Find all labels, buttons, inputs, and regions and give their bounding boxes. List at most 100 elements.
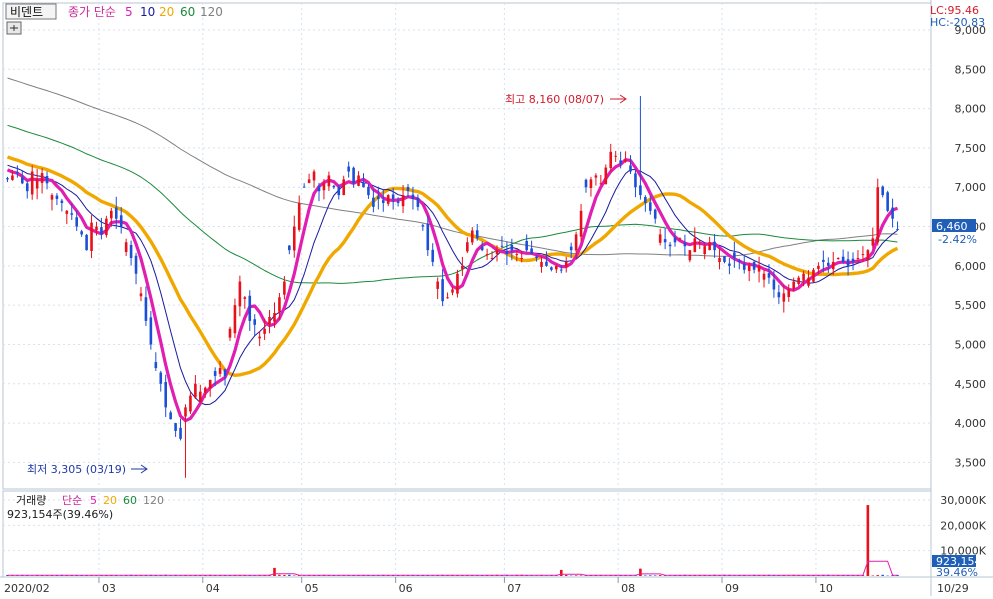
candle-body: [288, 246, 291, 251]
candle-body: [654, 210, 657, 219]
candle-body: [56, 196, 59, 199]
candle-body: [634, 173, 637, 187]
candle-body: [6, 178, 9, 179]
candle-body: [224, 369, 227, 376]
candle-body: [333, 186, 336, 187]
current-volume-tag: 923,154 39.46%: [932, 555, 982, 579]
candle-body: [412, 195, 415, 199]
candle-body: [105, 219, 108, 235]
volume-bar: [565, 575, 567, 576]
candle-body: [491, 258, 494, 259]
candle-body: [753, 262, 756, 270]
candle-body: [436, 282, 439, 289]
candle-body: [372, 198, 375, 207]
volume-bar: [649, 575, 651, 576]
volume-bar: [288, 575, 290, 576]
candle-body: [891, 208, 894, 219]
candle-body: [248, 296, 251, 321]
candle-body: [461, 266, 464, 269]
candle-body: [446, 297, 449, 298]
candle-body: [135, 256, 138, 274]
candle-body: [347, 167, 350, 172]
candle-body: [896, 229, 899, 230]
candle-body: [792, 282, 795, 289]
candle-body: [778, 292, 781, 297]
candle-body: [481, 247, 484, 250]
candle-body: [169, 412, 172, 419]
candle-body: [164, 382, 167, 407]
candle-body: [441, 279, 444, 301]
candle-body: [51, 195, 54, 199]
candle-body: [115, 207, 118, 218]
candle-body: [817, 266, 820, 269]
volume-spike-bar: [273, 568, 276, 576]
candle-body: [545, 262, 548, 266]
candle-body: [718, 258, 721, 262]
candle-body: [590, 179, 593, 188]
candle-body: [728, 264, 731, 266]
candle-body: [604, 168, 607, 185]
candle-body: [471, 230, 474, 242]
volume-spike-bar: [639, 569, 642, 576]
candle-body: [763, 274, 766, 280]
candle-body: [713, 242, 716, 250]
candle-body: [46, 176, 49, 183]
candle-body: [451, 289, 454, 292]
candle-body: [342, 179, 345, 195]
candle-body: [194, 384, 197, 398]
candle-body: [639, 185, 642, 195]
volume-bar: [278, 575, 280, 576]
candle-body: [258, 337, 261, 339]
volume-bar: [644, 575, 646, 576]
candle-body: [323, 183, 326, 190]
hc-indicator: HC:-20.83: [930, 16, 985, 29]
candle-body: [125, 242, 128, 252]
candle-body: [738, 261, 741, 262]
candle-body: [209, 380, 212, 389]
candle-body: [580, 211, 583, 237]
candle-body: [496, 250, 499, 254]
candle-body: [595, 175, 598, 177]
candle-body: [159, 373, 162, 384]
current-change: -2.42%: [938, 233, 977, 246]
candle-body: [283, 282, 286, 295]
candle-body: [402, 195, 405, 206]
current-volume-ratio: 39.46%: [936, 566, 978, 579]
candle-body: [397, 201, 400, 203]
price-ma-60: 60: [180, 5, 195, 19]
candle-body: [328, 175, 331, 186]
candle-body: [244, 297, 247, 299]
candle-body: [298, 203, 301, 230]
candle-body: [26, 183, 29, 191]
candle-body: [847, 259, 850, 266]
candle-body: [199, 392, 202, 402]
x-tick-label: 2020/02: [4, 582, 50, 595]
volume-ma-20: 20: [103, 494, 117, 507]
candle-body: [565, 262, 568, 267]
price-tick-label: 4,000: [955, 417, 987, 430]
candle-body: [684, 243, 687, 246]
candle-body: [689, 250, 692, 260]
candle-body: [669, 245, 672, 247]
candle-body: [649, 202, 652, 211]
candle-body: [782, 293, 785, 301]
price-tick-label: 5,000: [955, 338, 987, 351]
candle-body: [540, 262, 543, 267]
candle-body: [263, 329, 266, 334]
price-ma-20: 20: [159, 5, 174, 19]
candle-body: [362, 183, 365, 188]
candle-body: [748, 266, 751, 271]
price-tick-label: 8,000: [955, 103, 987, 116]
stock-name: 비덴트: [10, 5, 43, 19]
candle-body: [842, 257, 845, 262]
candle-body: [174, 423, 177, 431]
candle-body: [303, 187, 306, 188]
candle-body: [872, 238, 875, 245]
candle-body: [426, 223, 429, 250]
candle-body: [61, 201, 64, 203]
candle-body: [486, 254, 489, 255]
candle-body: [16, 172, 19, 173]
candle-body: [807, 278, 810, 286]
candle-body: [619, 160, 622, 163]
